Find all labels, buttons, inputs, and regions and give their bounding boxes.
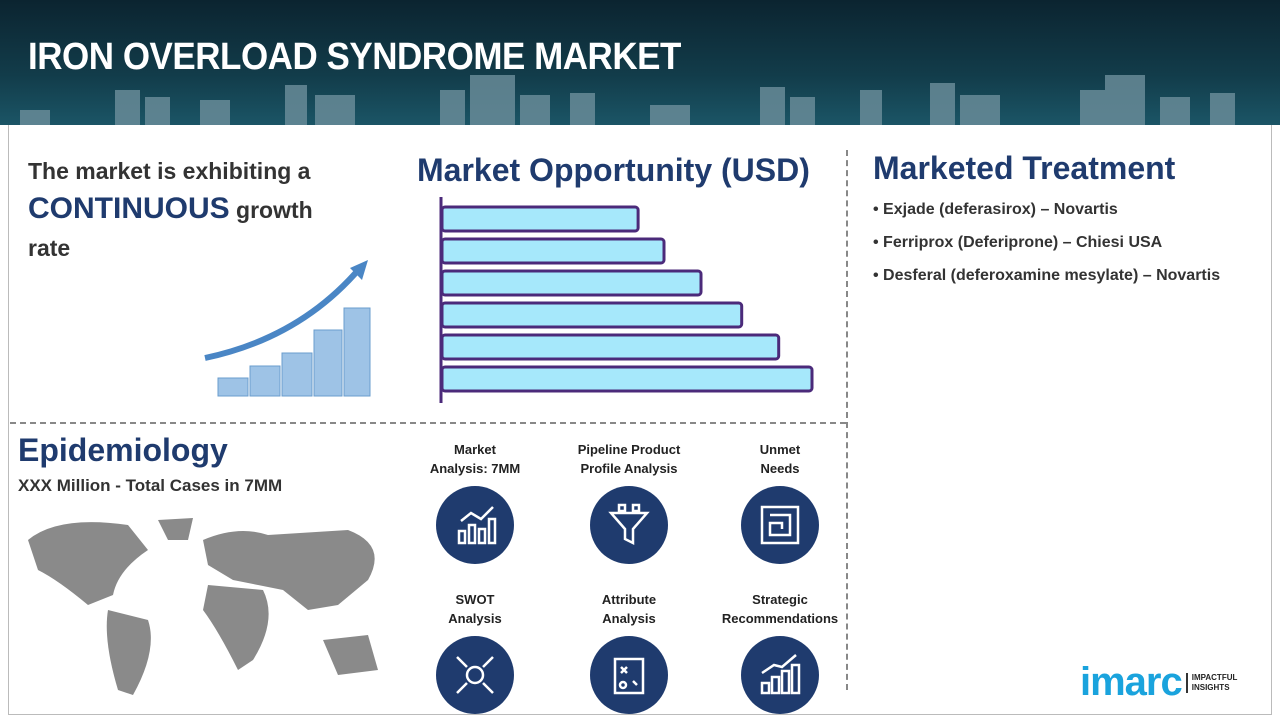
feature-label: Analysis: [448, 611, 502, 626]
header-banner: IRON OVERLOAD SYNDROME MARKET: [0, 0, 1280, 125]
market-opportunity-bar-chart: [439, 197, 814, 403]
growth-line: growth: [229, 197, 313, 223]
market-opportunity-title: Market Opportunity (USD): [417, 152, 810, 188]
feature-attribute-analysis: Attribute Analysis: [554, 590, 704, 714]
bar: [440, 269, 703, 297]
bar: [440, 333, 781, 361]
swot-icon: [436, 636, 514, 714]
world-map-graphic: [28, 518, 378, 695]
city-skyline-graphic: [20, 75, 1235, 125]
feature-label: Profile Analysis: [580, 461, 678, 476]
growth-line: rate: [28, 235, 71, 261]
feature-label: Recommendations: [721, 611, 839, 626]
growth-highlight: CONTINUOUS: [28, 192, 230, 225]
imarc-logo: imarc IMPACTFUL INSIGHTS: [1080, 660, 1237, 705]
feature-label: Analysis: [602, 611, 656, 626]
marketed-treatment-title: Marketed Treatment: [873, 150, 1176, 186]
divider: [846, 150, 848, 690]
divider: [10, 422, 846, 424]
bar: [440, 237, 666, 265]
feature-label: Market: [454, 442, 496, 457]
funnel-icon: [590, 486, 668, 564]
growth-chart-icon: [741, 636, 819, 714]
feature-label: Needs: [760, 461, 800, 476]
bar: [440, 205, 640, 233]
feature-label: SWOT: [455, 592, 495, 607]
logo-tagline: IMPACTFUL: [1191, 672, 1238, 682]
feature-swot-analysis: SWOT Analysis: [400, 590, 550, 714]
epidemiology-title: Epidemiology: [18, 432, 228, 468]
epidemiology-subtitle: XXX Million - Total Cases in 7MM: [18, 476, 283, 495]
clipboard-strategy-icon: [590, 636, 668, 714]
treatment-item: Desferal (deferoxamine mesylate) – Novar…: [873, 267, 1220, 285]
treatment-item: Ferriprox (Deferiprone) – Chiesi USA: [873, 234, 1220, 252]
growth-statement: The market is exhibiting a CONTINUOUS gr…: [28, 152, 313, 267]
feature-label: Pipeline Product: [577, 442, 681, 457]
logo-tagline: INSIGHTS: [1191, 682, 1230, 692]
feature-label: Analysis: 7MM: [429, 461, 521, 476]
feature-pipeline-analysis: Pipeline Product Profile Analysis: [554, 440, 704, 564]
bar: [440, 301, 744, 329]
feature-market-analysis: Market Analysis: 7MM: [400, 440, 550, 564]
maze-icon: [741, 486, 819, 564]
growth-line: The market is exhibiting a: [28, 158, 311, 184]
growth-bars-arrow-graphic: [204, 260, 371, 397]
page-title: IRON OVERLOAD SYNDROME MARKET: [28, 36, 681, 78]
content-frame: [8, 125, 1272, 715]
logo-wordmark: imarc: [1080, 660, 1183, 704]
line-chart-icon: [436, 486, 514, 564]
feature-strategic-recommendations: Strategic Recommendations: [705, 590, 855, 714]
feature-label: Strategic: [752, 592, 808, 607]
bar: [440, 365, 814, 393]
treatment-item: Exjade (deferasirox) – Novartis: [873, 201, 1220, 219]
treatment-list: Exjade (deferasirox) – Novartis Ferripro…: [873, 201, 1220, 300]
feature-unmet-needs: Unmet Needs: [705, 440, 855, 564]
feature-label: Attribute: [601, 592, 657, 607]
feature-label: Unmet: [759, 442, 801, 457]
